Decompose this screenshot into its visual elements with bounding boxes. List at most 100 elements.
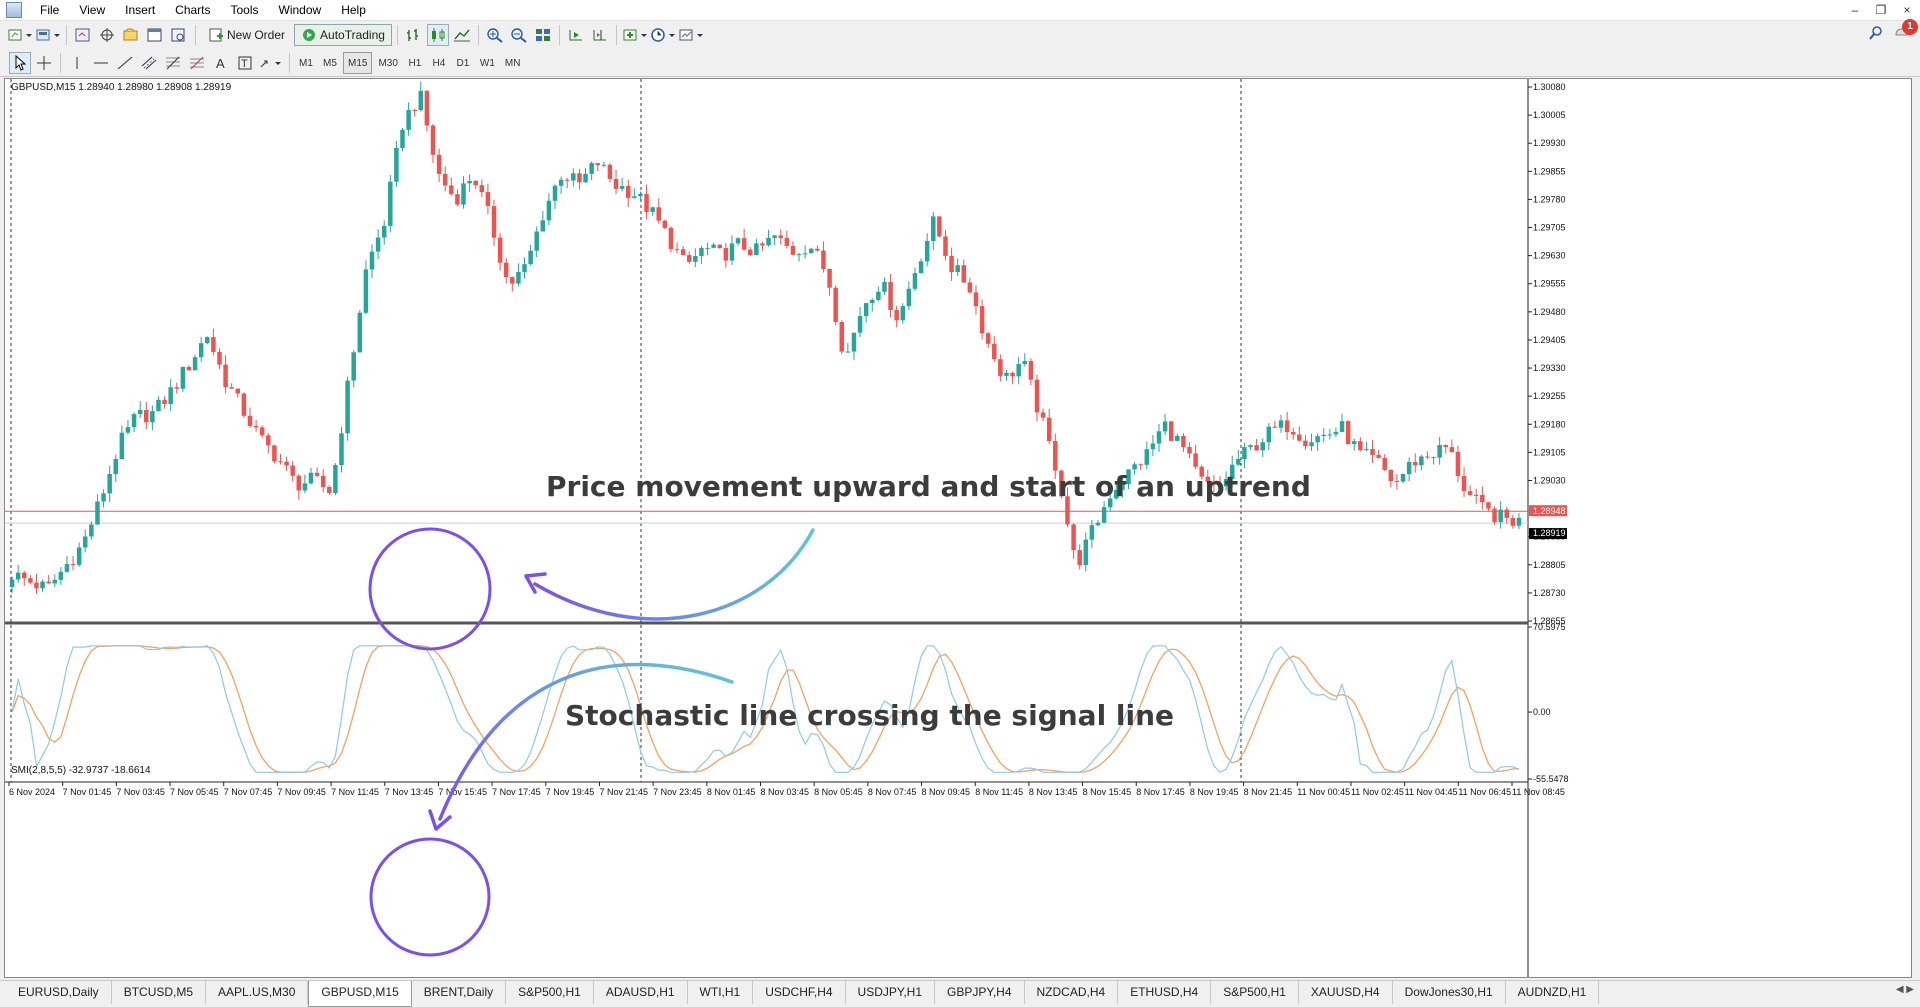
tab-eurusd-daily[interactable]: EURUSD,Daily — [6, 981, 112, 1004]
candle-body — [571, 173, 576, 181]
candle-body — [211, 337, 216, 352]
text-label-icon[interactable]: T — [234, 52, 256, 74]
menu-tools[interactable]: Tools — [230, 3, 259, 17]
tab-sp500-h1-2[interactable]: S&P500,H1 — [1211, 981, 1299, 1004]
tab-usdchf-h4[interactable]: USDCHF,H4 — [753, 981, 846, 1004]
candle-body — [924, 240, 930, 262]
candle-body — [1504, 509, 1509, 518]
tab-btcusd-m5[interactable]: BTCUSD,M5 — [112, 981, 207, 1004]
tab-nzdcad-h4[interactable]: NZDCAD,H4 — [1025, 981, 1119, 1004]
price-tick-label: 1.29780 — [1533, 194, 1566, 204]
bar-chart-icon[interactable] — [403, 24, 425, 46]
timeframe-d1[interactable]: D1 — [456, 57, 470, 69]
menu-help[interactable]: Help — [341, 3, 366, 17]
minimize-button[interactable]: – — [1851, 3, 1859, 17]
candle-body — [845, 351, 851, 353]
timeframe-m15[interactable]: M15 — [343, 52, 373, 74]
tab-gbpusd-m15[interactable]: GBPUSD,M15 — [308, 981, 412, 1007]
navigator-icon[interactable] — [120, 24, 142, 46]
time-tick-label: 7 Nov 17:45 — [492, 787, 541, 797]
text-icon[interactable]: A — [210, 52, 232, 74]
candle-body — [400, 129, 405, 148]
terminal-icon[interactable] — [144, 24, 166, 46]
tab-brent-daily[interactable]: BRENT,Daily — [412, 981, 507, 1004]
tab-adausd-h1[interactable]: ADAUSD,H1 — [594, 981, 688, 1004]
arrows-icon[interactable] — [258, 52, 284, 74]
candle-body — [150, 411, 155, 423]
candlestick-icon[interactable] — [426, 24, 449, 46]
candle-body — [693, 256, 698, 262]
gann-grid-icon[interactable] — [186, 52, 208, 74]
notifications-icon[interactable]: 1 — [1894, 18, 1918, 46]
strategy-tester-icon[interactable] — [168, 24, 190, 46]
chart-canvas[interactable]: 1.30080 1.30005 1.29930 1.29855 1.29780 1.297… — [5, 79, 1911, 977]
tab-sp500-h1[interactable]: S&P500,H1 — [506, 981, 594, 1004]
candle-body — [34, 582, 39, 589]
tab-audnzd-h1[interactable]: AUDNZD,H1 — [1506, 981, 1600, 1004]
tab-wti-h1[interactable]: WTI,H1 — [688, 981, 754, 1004]
crosshair-icon[interactable] — [33, 52, 55, 74]
timeframe-h4[interactable]: H4 — [432, 57, 446, 69]
timeframe-m1[interactable]: M1 — [299, 57, 313, 69]
periods-icon[interactable] — [650, 24, 676, 46]
tab-xauusd-h4[interactable]: XAUUSD,H4 — [1299, 981, 1393, 1004]
tab-aapl-m30[interactable]: AAPL.US,M30 — [206, 981, 309, 1004]
menu-window[interactable]: Window — [278, 3, 322, 17]
channel-icon[interactable] — [138, 52, 160, 74]
cursor-icon[interactable] — [9, 52, 31, 74]
candle-body — [583, 173, 588, 183]
candle-body — [503, 262, 509, 278]
restore-button[interactable]: ❐ — [1875, 3, 1887, 17]
timeframe-w1[interactable]: W1 — [479, 57, 495, 69]
chart-shift-icon[interactable] — [589, 24, 611, 46]
auto-scroll-icon[interactable] — [565, 24, 587, 46]
candles — [9, 81, 1522, 594]
window-controls: – ❐ × — [1842, 0, 1920, 20]
zoom-out-icon[interactable] — [508, 24, 530, 46]
menu-view[interactable]: View — [79, 3, 106, 17]
indicators-icon[interactable] — [622, 24, 648, 46]
candle-body — [1345, 421, 1351, 445]
candle-body — [430, 125, 436, 155]
zoom-in-icon[interactable] — [484, 24, 506, 46]
vertical-line-icon[interactable] — [66, 52, 88, 74]
tab-gbpjpy-h4[interactable]: GBPJPY,H4 — [935, 981, 1025, 1004]
menu-insert[interactable]: Insert — [125, 3, 156, 17]
candle-body — [656, 207, 661, 221]
price-tick-label: 1.29705 — [1533, 223, 1566, 233]
candle-body — [247, 415, 253, 426]
market-watch-icon[interactable] — [72, 24, 94, 46]
templates-icon[interactable] — [678, 24, 704, 46]
profiles-icon[interactable] — [35, 24, 61, 46]
timeframe-m30[interactable]: M30 — [378, 57, 398, 69]
timeframe-m5[interactable]: M5 — [323, 57, 337, 69]
price-tick-label: 1.29930 — [1533, 138, 1566, 148]
candle-body — [58, 571, 64, 580]
trendline-icon[interactable] — [114, 52, 136, 74]
fibonacci-icon[interactable] — [162, 52, 184, 74]
candle-body — [436, 154, 442, 174]
tab-usdjpy-h1[interactable]: USDJPY,H1 — [846, 981, 936, 1004]
data-window-icon[interactable] — [96, 24, 118, 46]
line-chart-icon[interactable] — [451, 24, 473, 46]
new-chart-icon[interactable] — [7, 24, 33, 46]
candle-body — [546, 200, 552, 221]
search-icon[interactable] — [1868, 25, 1884, 46]
menu-charts[interactable]: Charts — [175, 3, 211, 17]
horizontal-line-icon[interactable] — [90, 52, 112, 74]
tab-dowjones30-h1[interactable]: DowJones30,H1 — [1393, 981, 1506, 1004]
candle-body — [1498, 509, 1503, 523]
chart-window[interactable]: 1.30080 1.30005 1.29930 1.29855 1.29780 1.297… — [4, 78, 1912, 978]
tab-scroll-arrows-icon[interactable]: ◀ ▶ — [1895, 984, 1914, 995]
new-order-button[interactable]: New Order — [201, 24, 292, 46]
candle-body — [1364, 449, 1369, 451]
candle-body — [1181, 435, 1186, 448]
timeframe-mn[interactable]: MN — [504, 57, 521, 69]
timeframe-h1[interactable]: H1 — [408, 57, 422, 69]
menu-file[interactable]: File — [40, 3, 60, 17]
autotrading-button[interactable]: AutoTrading — [294, 24, 392, 46]
close-button[interactable]: × — [1903, 3, 1911, 17]
drawing-toolbar: A T M1 M5 M15 M30 H1 H4 D1 W1 MN — [0, 50, 1920, 77]
tab-ethusd-h4[interactable]: ETHUSD,H4 — [1118, 981, 1212, 1004]
tile-windows-icon[interactable] — [532, 24, 554, 46]
